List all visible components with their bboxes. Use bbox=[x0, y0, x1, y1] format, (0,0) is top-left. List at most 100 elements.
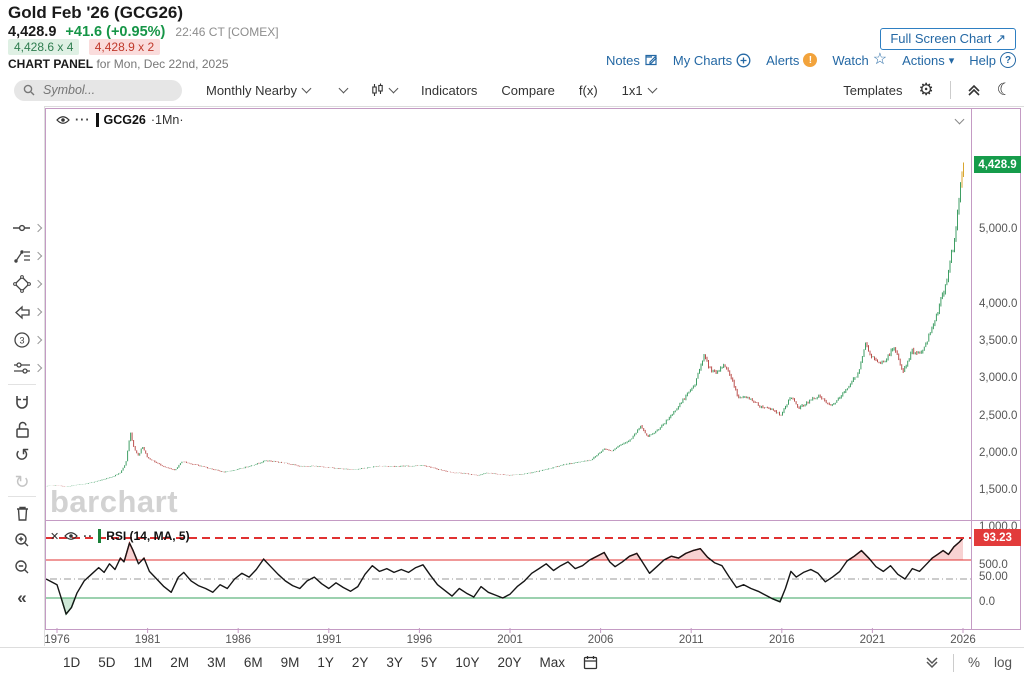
price-axis-tick: 2,000.0 bbox=[979, 446, 1018, 459]
frequency-dropdown[interactable]: Monthly Nearby bbox=[206, 82, 312, 98]
chevron-down-icon bbox=[301, 83, 312, 93]
frequency-label: Monthly Nearby bbox=[206, 82, 298, 98]
range-button-3m[interactable]: 3M bbox=[207, 655, 226, 670]
gear-icon[interactable]: ⚙ bbox=[918, 80, 934, 99]
sliders-tool-button[interactable] bbox=[4, 356, 43, 380]
my-charts-link[interactable]: My Charts bbox=[673, 53, 751, 68]
drawing-tools-sidebar: 3 ↺ ↻ « bbox=[0, 106, 45, 646]
eye-icon[interactable] bbox=[64, 531, 79, 541]
svg-text:3: 3 bbox=[19, 336, 24, 346]
rsi-legend: ✕ ·· RSI (14, MA, 5) bbox=[50, 529, 190, 543]
range-button-2m[interactable]: 2M bbox=[170, 655, 190, 670]
sidebar-divider bbox=[8, 384, 36, 385]
range-button-5d[interactable]: 5D bbox=[98, 655, 116, 670]
pane-menu-chevron[interactable] bbox=[950, 112, 965, 130]
chart-panel-label: CHART PANEL bbox=[8, 57, 94, 71]
calendar-button[interactable] bbox=[576, 653, 605, 672]
help-label: Help bbox=[969, 52, 996, 68]
range-button-1m[interactable]: 1M bbox=[133, 655, 153, 670]
date-axis-tick: 2011 bbox=[678, 634, 704, 646]
add-circle-icon bbox=[736, 53, 751, 68]
percent-scale-button[interactable]: % bbox=[967, 655, 980, 670]
arrow-tool-button[interactable] bbox=[4, 300, 43, 324]
alerts-link[interactable]: Alerts ! bbox=[766, 53, 818, 68]
price-axis-tick: 3,000.0 bbox=[979, 372, 1018, 385]
watch-link[interactable]: Watch ☆ bbox=[832, 51, 888, 68]
star-icon: ☆ bbox=[872, 51, 888, 68]
price-axis-tick: 4,000.0 bbox=[979, 297, 1018, 310]
notes-icon bbox=[644, 53, 658, 67]
price-axis-tick: 500.0 bbox=[979, 558, 1008, 571]
magnet-tool-button[interactable] bbox=[4, 390, 40, 414]
rsi-value-axis-badge: 93.23 bbox=[974, 529, 1021, 546]
expand-down-icon[interactable] bbox=[925, 656, 939, 670]
watch-label: Watch bbox=[832, 52, 869, 68]
price-axis-tick: 3,500.0 bbox=[979, 334, 1018, 347]
range-button-10y[interactable]: 10Y bbox=[455, 655, 480, 670]
shapes-tool-button[interactable] bbox=[4, 272, 43, 296]
date-axis-tick: 1986 bbox=[225, 634, 251, 646]
symbol-search[interactable] bbox=[14, 79, 182, 101]
range-button-1y[interactable]: 1Y bbox=[317, 655, 334, 670]
chart-panel-caption: CHART PANEL for Mon, Dec 22nd, 2025 bbox=[8, 57, 229, 71]
series-frequency: ·1Mn· bbox=[150, 113, 184, 127]
date-axis-tick: 1981 bbox=[134, 634, 161, 646]
barchart-watermark: barchart bbox=[50, 484, 179, 519]
chevron-right-icon bbox=[33, 307, 43, 317]
collapse-sidebar-button[interactable]: « bbox=[4, 586, 40, 610]
zoom-out-button[interactable] bbox=[4, 555, 40, 579]
series-menu-icon[interactable]: ··· bbox=[75, 113, 91, 127]
chart-type-dropdown[interactable] bbox=[371, 83, 399, 98]
range-button-6m[interactable]: 6M bbox=[243, 655, 263, 670]
range-button-2y[interactable]: 2Y bbox=[351, 655, 369, 670]
last-price-axis-badge: 4,428.9 bbox=[974, 156, 1021, 173]
eye-icon[interactable] bbox=[56, 115, 70, 125]
rsi-midline-label: 50.00 bbox=[979, 571, 1008, 583]
pane-divider[interactable] bbox=[45, 520, 1021, 521]
delete-tool-button[interactable] bbox=[4, 501, 40, 525]
compare-button[interactable]: Compare bbox=[501, 82, 555, 98]
actions-link[interactable]: Actions ▾ bbox=[902, 53, 954, 68]
date-axis[interactable]: 1976 1981 1986 1991 1996 2001 2006 2011 2016 2021… bbox=[44, 630, 1022, 646]
range-button-9m[interactable]: 9M bbox=[280, 655, 300, 670]
chevron-down-icon bbox=[388, 83, 399, 93]
chart-area[interactable] bbox=[45, 108, 1021, 630]
help-link[interactable]: Help ? bbox=[969, 52, 1016, 68]
range-button-max[interactable]: Max bbox=[539, 655, 565, 670]
unlock-tool-button[interactable] bbox=[4, 417, 40, 441]
undo-button[interactable]: ↺ bbox=[4, 443, 40, 467]
fullscreen-chart-button[interactable]: Full Screen Chart ↗ bbox=[880, 28, 1016, 50]
trendline-tool-button[interactable] bbox=[4, 244, 43, 268]
notes-link[interactable]: Notes bbox=[606, 53, 658, 68]
chevron-down-icon bbox=[647, 83, 658, 93]
count-tool-button[interactable]: 3 bbox=[4, 328, 43, 352]
grid-layout-dropdown[interactable]: 1x1 bbox=[621, 82, 658, 98]
indicator-menu-icon[interactable]: ·· bbox=[83, 529, 94, 543]
range-button-5y[interactable]: 5Y bbox=[420, 655, 438, 670]
price-axis-tick: 0.0 bbox=[979, 596, 995, 608]
aggregation-dropdown[interactable] bbox=[334, 83, 349, 94]
range-button-3y[interactable]: 3Y bbox=[386, 655, 403, 670]
date-axis-tick: 1996 bbox=[406, 634, 433, 646]
bid-ask-row: 4,428.6 x 4 4,428.9 x 2 bbox=[8, 39, 161, 55]
grid-layout-label: 1x1 bbox=[621, 82, 643, 98]
dark-mode-icon[interactable]: ☾ bbox=[996, 80, 1012, 99]
search-input[interactable] bbox=[41, 82, 155, 98]
collapse-panel-icon[interactable] bbox=[967, 83, 981, 97]
chevron-down-icon bbox=[338, 83, 349, 93]
zoom-in-button[interactable] bbox=[4, 528, 40, 552]
fx-button[interactable]: f(x) bbox=[578, 82, 598, 98]
cursor-tool-button[interactable] bbox=[4, 216, 43, 240]
indicators-button[interactable]: Indicators bbox=[421, 82, 478, 98]
redo-icon: ↻ bbox=[14, 471, 30, 492]
sidebar-divider bbox=[8, 496, 36, 497]
range-button-20y[interactable]: 20Y bbox=[497, 655, 522, 670]
close-icon[interactable]: ✕ bbox=[50, 530, 60, 543]
redo-button[interactable]: ↻ bbox=[4, 470, 40, 494]
templates-button[interactable]: Templates bbox=[843, 82, 903, 98]
range-button-1d[interactable]: 1D bbox=[63, 655, 81, 670]
log-scale-button[interactable]: log bbox=[993, 655, 1012, 670]
my-charts-label: My Charts bbox=[672, 52, 733, 68]
price-axis[interactable]: 5,000.0 4,000.0 3,500.0 3,000.0 2,500.0 2,000… bbox=[972, 108, 1022, 628]
alert-badge-icon: ! bbox=[803, 53, 818, 67]
